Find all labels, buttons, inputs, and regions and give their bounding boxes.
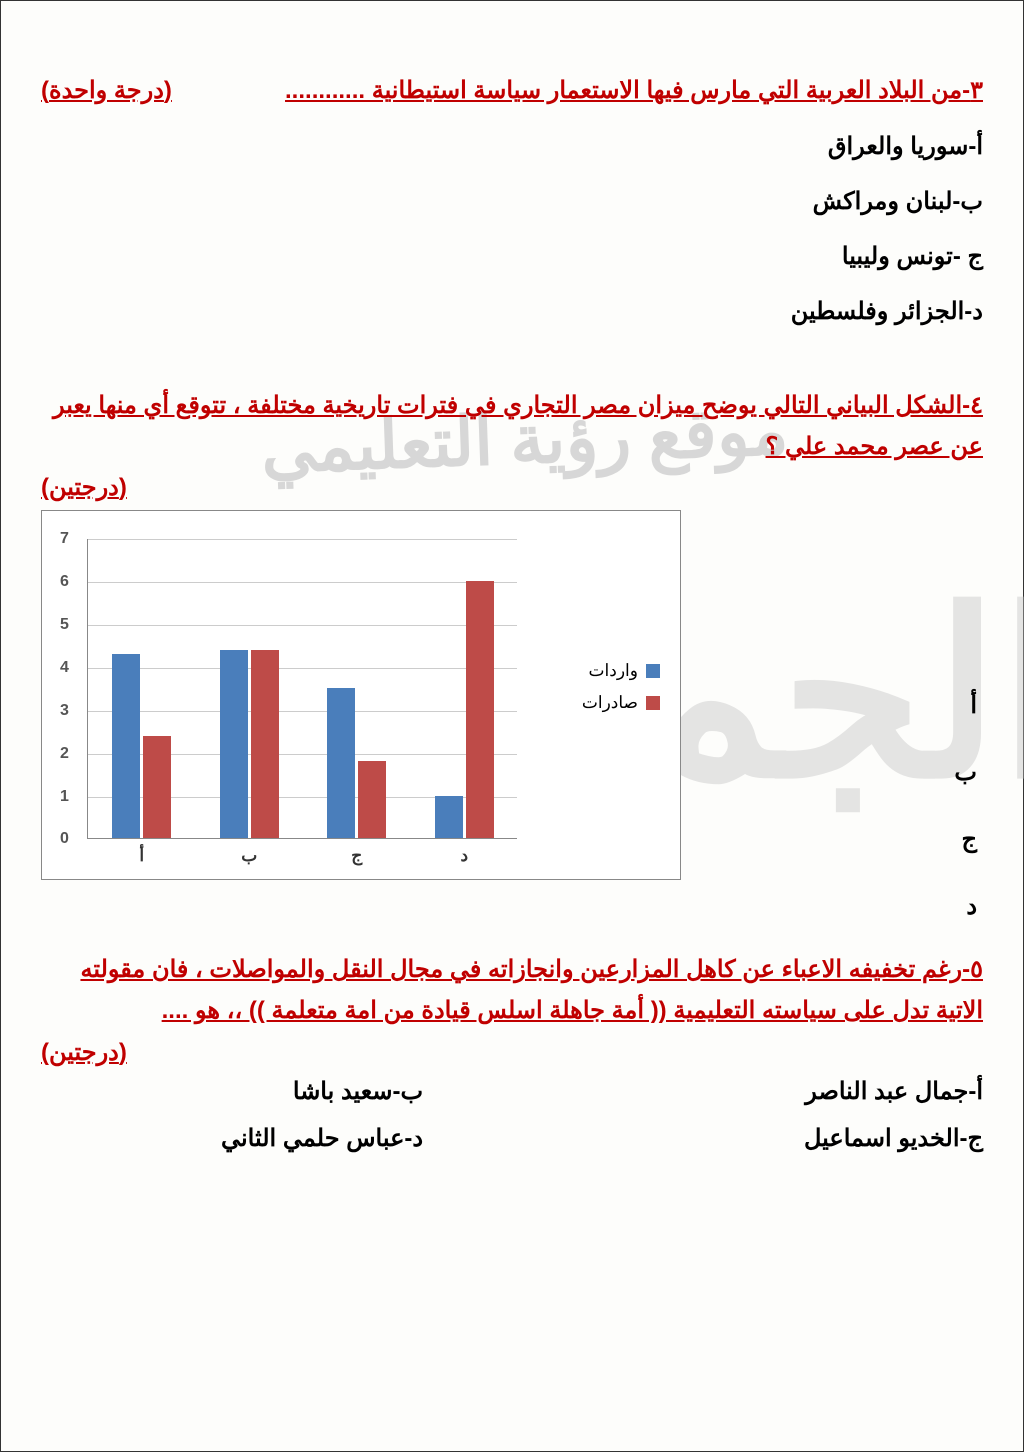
bar-group [435,581,494,838]
legend-square-exports [646,696,660,710]
q4-letter-a: أ [954,691,977,720]
question-5: ٥-رغم تخفيفه الاعباء عن كاهل المزارعين و… [41,950,983,1153]
q3-opt-b: ب-لبنان ومراكش [41,187,983,216]
y-axis-label: 7 [60,530,69,548]
q5-col-left: ب-سعيد باشا د-عباس حلمي الثاني [221,1077,423,1153]
y-axis-label: 4 [60,659,69,677]
bar [435,796,463,839]
q5-opt-d: د-عباس حلمي الثاني [221,1124,423,1153]
y-axis-label: 2 [60,745,69,763]
q3-opt-c: ج -تونس وليبيا [41,242,983,271]
chart-legend: واردات صادرات [582,661,660,725]
legend-imports: واردات [582,661,660,681]
q3-prompt: ٣-من البلاد العربية التي مارس فيها الاست… [41,71,983,112]
q3-opt-a: أ-سوريا والعراق [41,132,983,161]
q5-opt-a: أ-جمال عبد الناصر [804,1077,983,1106]
x-axis-label: ب [241,846,257,866]
y-axis-label: 6 [60,573,69,591]
gridline [88,539,517,540]
y-axis-label: 3 [60,702,69,720]
bar-group [112,654,171,838]
x-axis-label: أ [139,846,144,866]
q4-text: ٤-الشكل البياني التالي يوضح ميزان مصر ال… [53,392,983,460]
x-axis-label: د [460,846,468,866]
q3-text: ٣-من البلاد العربية التي مارس فيها الاست… [285,77,983,104]
bar-group [220,650,279,839]
q3-options: أ-سوريا والعراق ب-لبنان ومراكش ج -تونس و… [41,132,983,326]
legend-exports: صادرات [582,693,660,713]
legend-square-imports [646,664,660,678]
q4-letter-b: ب [954,758,977,787]
y-axis-label: 1 [60,788,69,806]
q5-col-right: أ-جمال عبد الناصر ج-الخديو اسماعيل [804,1077,983,1153]
legend-label-exports: صادرات [582,693,638,713]
bar [143,736,171,839]
q4-option-letters: أ ب ج د [954,691,977,921]
question-3: ٣-من البلاد العربية التي مارس فيها الاست… [41,71,983,326]
legend-label-imports: واردات [589,661,638,681]
bar [220,650,248,839]
q5-marks: (درجتين) [41,1038,983,1067]
x-axis-label: ج [351,846,362,866]
q4-letter-c: ج [954,825,977,854]
q4-marks: (درجتين) [41,473,983,502]
q5-opt-c: ج-الخديو اسماعيل [804,1124,983,1153]
chart-plot-area: 01234567أبجد [87,539,517,839]
q3-opt-d: د-الجزائر وفلسطين [41,297,983,326]
q4-letter-d: د [954,892,977,921]
q4-prompt: ٤-الشكل البياني التالي يوضح ميزان مصر ال… [41,386,983,468]
bar-group [327,688,386,838]
y-axis-label: 5 [60,616,69,634]
q5-opt-b: ب-سعيد باشا [221,1077,423,1106]
bar [466,581,494,838]
bar [112,654,140,838]
bar [251,650,279,839]
q3-marks: (درجة واحدة) [41,71,172,112]
question-4: ٤-الشكل البياني التالي يوضح ميزان مصر ال… [41,386,983,881]
y-axis-label: 0 [60,830,69,848]
q5-text: ٥-رغم تخفيفه الاعباء عن كاهل المزارعين و… [80,956,983,1024]
q5-options: أ-جمال عبد الناصر ج-الخديو اسماعيل ب-سعي… [41,1077,983,1153]
q5-prompt: ٥-رغم تخفيفه الاعباء عن كاهل المزارعين و… [41,950,983,1032]
bar [327,688,355,838]
bar [358,761,386,838]
trade-balance-chart: 01234567أبجد واردات صادرات [41,510,681,880]
